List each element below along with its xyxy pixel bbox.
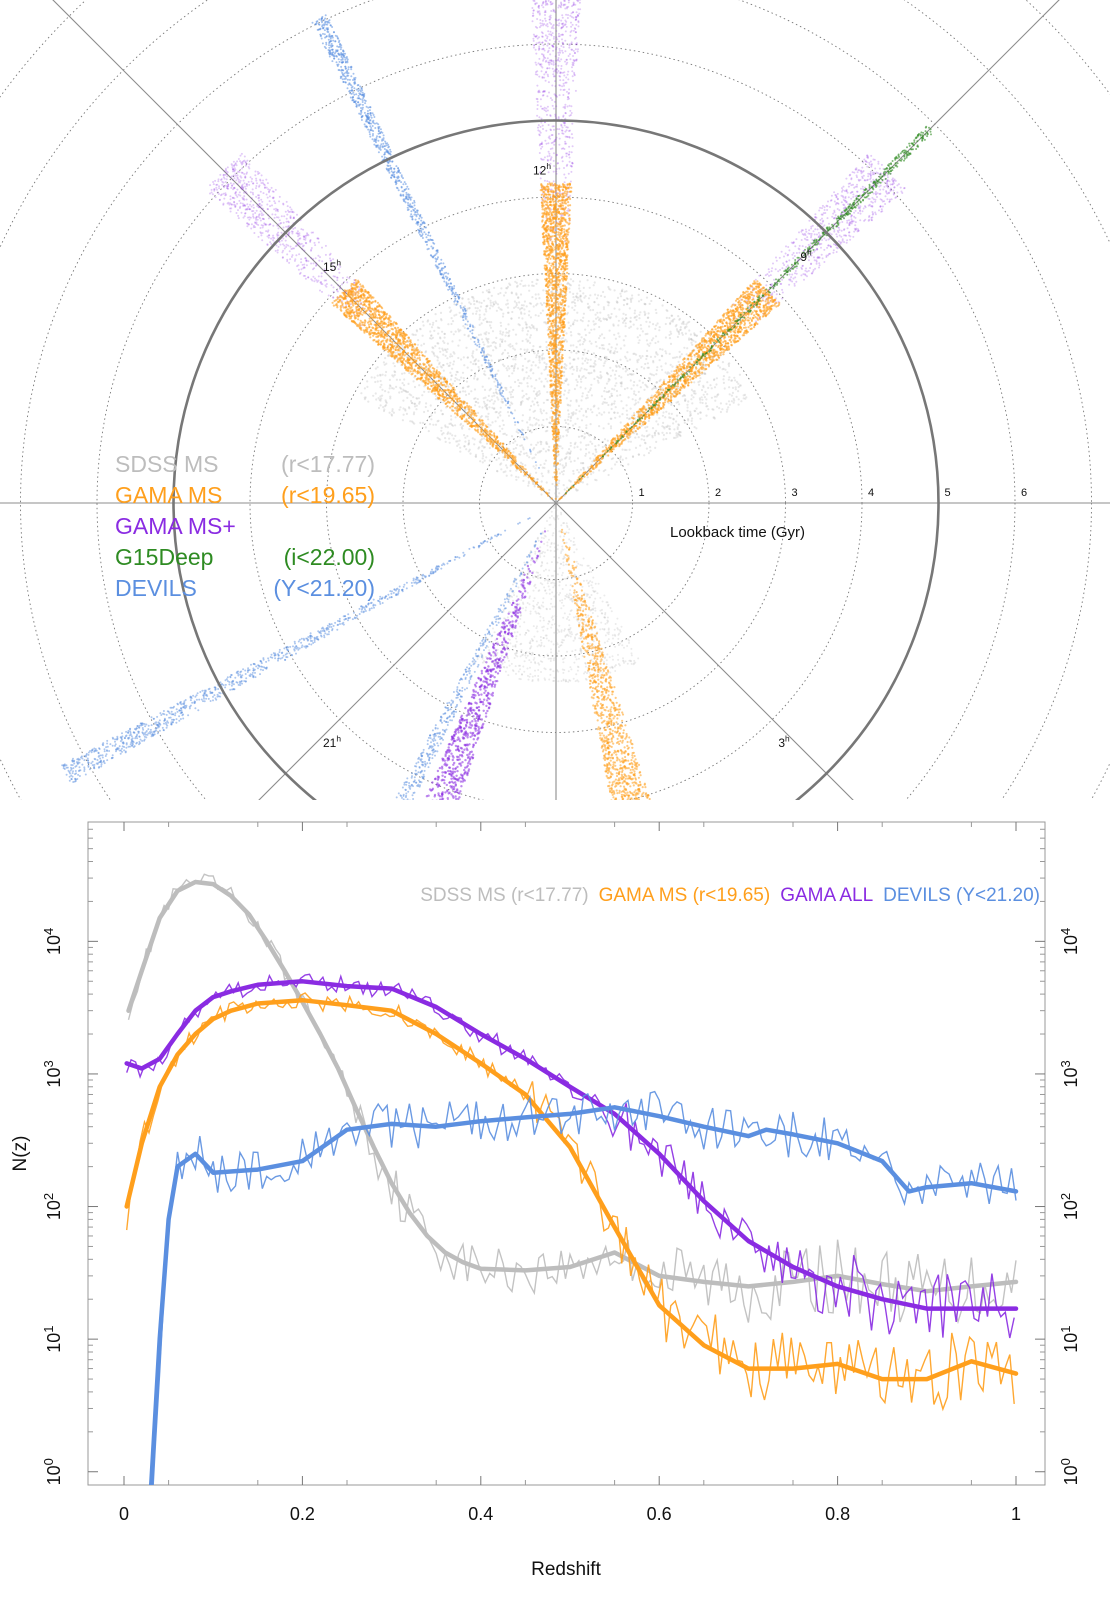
devils-d10-points — [312, 14, 541, 469]
y-axis-label-group: N(z) — [10, 1136, 31, 1172]
nz-legend-entry: GAMA ALL — [780, 885, 873, 906]
survey-wedges — [61, 0, 932, 800]
x-axis-label: Redshift — [531, 1559, 601, 1580]
x-tick-label: 0.2 — [290, 1504, 315, 1524]
radial-tick-label: 6 — [1021, 487, 1027, 499]
legend-entry: DEVILS (Y<21.20) — [115, 575, 375, 601]
lookback-axis-label: Lookback time (Gyr) — [670, 524, 805, 541]
nz-labels: 0 0.2 0.4 0.6 0.8 1 100 100 101 101 102 102 103 103 10… — [10, 885, 1081, 1580]
x-tick-label: 0.8 — [825, 1504, 850, 1524]
ra-label: 3h — [778, 734, 790, 750]
legend-name: GAMA MS+ — [115, 513, 236, 539]
nz-noisy-line — [127, 993, 1015, 1409]
legend-cut: (i<22.00) — [284, 544, 375, 570]
x-tick-label: 1 — [1011, 1504, 1021, 1524]
y-tick-label: 102 — [41, 1193, 64, 1220]
legend-cut: (Y<21.20) — [273, 575, 375, 601]
legend-name: SDSS MS — [115, 451, 219, 477]
radial-tick-label: 4 — [868, 487, 874, 499]
ra-label: 9h — [800, 248, 812, 264]
legend-cut: (r<17.77) — [281, 451, 375, 477]
y-tick-label-right: 104 — [1058, 928, 1081, 955]
radial-tick-label: 3 — [792, 487, 798, 499]
y-tick-label: 100 — [41, 1458, 64, 1485]
nz-legend-entry: SDSS MS (r<17.77) — [420, 885, 588, 906]
nz-legend-entry: DEVILS (Y<21.20) — [883, 885, 1040, 906]
radial-tick-label: 5 — [945, 487, 951, 499]
radial-tick-label: 2 — [715, 487, 721, 499]
y-tick-label-right: 103 — [1058, 1060, 1081, 1087]
y-axis-label: N(z) — [10, 1136, 31, 1172]
legend-entry: G15Deep (i<22.00) — [115, 544, 375, 570]
nz-series — [127, 874, 1016, 1529]
nz-smooth-line — [127, 1000, 1016, 1379]
nz-noisy-line — [129, 874, 1017, 1322]
nz-panel: 0 0.2 0.4 0.6 0.8 1 100 100 101 101 102 102 103 103 10… — [0, 800, 1110, 1594]
y-tick-label-right: 100 — [1058, 1458, 1081, 1485]
y-tick-label-right: 101 — [1058, 1326, 1081, 1353]
nz-legend-entry: GAMA MS (r<19.65) — [599, 885, 771, 906]
nz-frame-box — [88, 822, 1045, 1485]
ra-label: 15h — [323, 258, 341, 274]
legend-name: GAMA MS — [115, 482, 222, 508]
y-tick-label: 104 — [41, 928, 64, 955]
nz-frame — [88, 822, 1045, 1485]
legend-name: G15Deep — [115, 544, 213, 570]
radial-tick-label: 1 — [639, 487, 645, 499]
cone-legend: SDSS MS (r<17.77) GAMA MS (r<19.65) GAMA MS+… — [115, 451, 375, 601]
legend-name: DEVILS — [115, 575, 197, 601]
legend-entry: GAMA MS (r<19.65) — [115, 482, 375, 508]
y-tick-label-right: 102 — [1058, 1193, 1081, 1220]
legend-entry: SDSS MS (r<17.77) — [115, 451, 375, 477]
ra-label: 12h — [533, 161, 551, 177]
x-tick-label: 0.4 — [468, 1504, 493, 1524]
legend-entry: GAMA MS+ — [115, 513, 236, 539]
y-tick-label: 103 — [41, 1060, 64, 1087]
legend-cut: (r<19.65) — [281, 482, 375, 508]
gamaplus-3h-points — [386, 530, 546, 800]
nz-legend: DEVILS (Y<21.20) GAMA ALL GAMA MS (r<19.65… — [420, 885, 1040, 906]
x-tick-label: 0.6 — [647, 1504, 672, 1524]
y-tick-label: 101 — [41, 1326, 64, 1353]
x-tick-label: 0 — [119, 1504, 129, 1524]
nz-plot: 0 0.2 0.4 0.6 0.8 1 100 100 101 101 102 102 103 103 10… — [0, 800, 1110, 1594]
ra-label: 21h — [323, 734, 341, 750]
